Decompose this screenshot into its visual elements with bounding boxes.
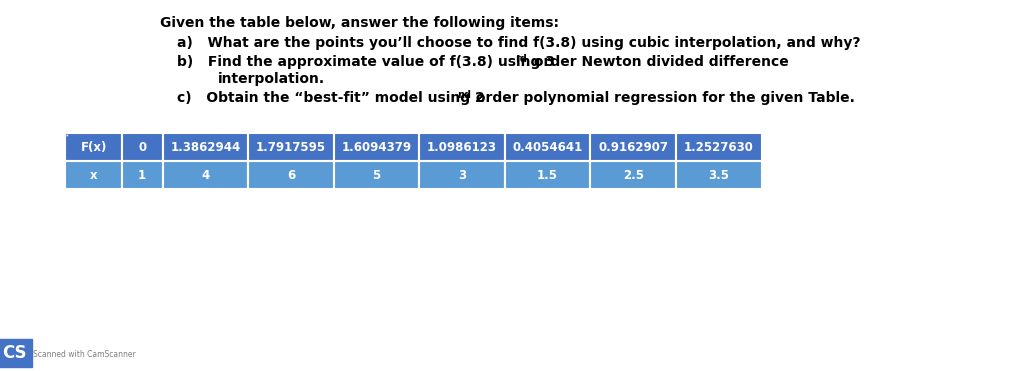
- Text: 0.9162907: 0.9162907: [598, 141, 668, 154]
- Text: 2.5: 2.5: [623, 168, 644, 181]
- Bar: [162, 161, 248, 189]
- Bar: [505, 161, 590, 189]
- Text: 1.0986123: 1.0986123: [427, 141, 498, 154]
- Text: F(x): F(x): [80, 141, 107, 154]
- Text: Given the table below, answer the following items:: Given the table below, answer the follow…: [159, 16, 558, 30]
- Bar: [419, 133, 505, 161]
- Text: Scanned with CamScanner: Scanned with CamScanner: [33, 350, 136, 359]
- Text: order polynomial regression for the given Table.: order polynomial regression for the give…: [471, 91, 854, 105]
- Bar: [590, 133, 676, 161]
- Bar: [590, 161, 676, 189]
- Text: rd: rd: [516, 54, 527, 64]
- Text: 1.6094379: 1.6094379: [341, 141, 411, 154]
- Bar: [505, 133, 590, 161]
- Text: b)   Find the approximate value of f(3.8) using 3: b) Find the approximate value of f(3.8) …: [177, 55, 555, 69]
- Text: 1.7917595: 1.7917595: [256, 141, 326, 154]
- Bar: [334, 133, 419, 161]
- Text: x: x: [89, 168, 98, 181]
- Bar: [676, 161, 762, 189]
- Text: 0.4054641: 0.4054641: [513, 141, 583, 154]
- Bar: [334, 161, 419, 189]
- Text: 3: 3: [458, 168, 466, 181]
- Bar: [162, 133, 248, 161]
- Text: 6: 6: [287, 168, 295, 181]
- Text: interpolation.: interpolation.: [218, 72, 325, 86]
- Bar: [66, 161, 121, 189]
- Text: 1.5: 1.5: [538, 168, 558, 181]
- Text: 3.5: 3.5: [708, 168, 729, 181]
- Bar: [121, 161, 162, 189]
- Text: 4: 4: [201, 168, 210, 181]
- Bar: [248, 161, 334, 189]
- Text: 1: 1: [138, 168, 146, 181]
- Text: CS: CS: [2, 344, 27, 362]
- Text: 5: 5: [372, 168, 380, 181]
- Text: a)   What are the points you’ll choose to find f(3.8) using cubic interpolation,: a) What are the points you’ll choose to …: [177, 36, 860, 50]
- Text: 1.2527630: 1.2527630: [684, 141, 754, 154]
- Bar: [419, 161, 505, 189]
- Bar: [121, 133, 162, 161]
- Bar: [248, 133, 334, 161]
- Text: 1.3862944: 1.3862944: [171, 141, 241, 154]
- Bar: [66, 133, 121, 161]
- Text: nd: nd: [457, 90, 471, 100]
- Text: order Newton divided difference: order Newton divided difference: [529, 55, 788, 69]
- Text: c)   Obtain the “best-fit” model using 2: c) Obtain the “best-fit” model using 2: [177, 91, 485, 105]
- Text: 0: 0: [138, 141, 146, 154]
- Bar: [676, 133, 762, 161]
